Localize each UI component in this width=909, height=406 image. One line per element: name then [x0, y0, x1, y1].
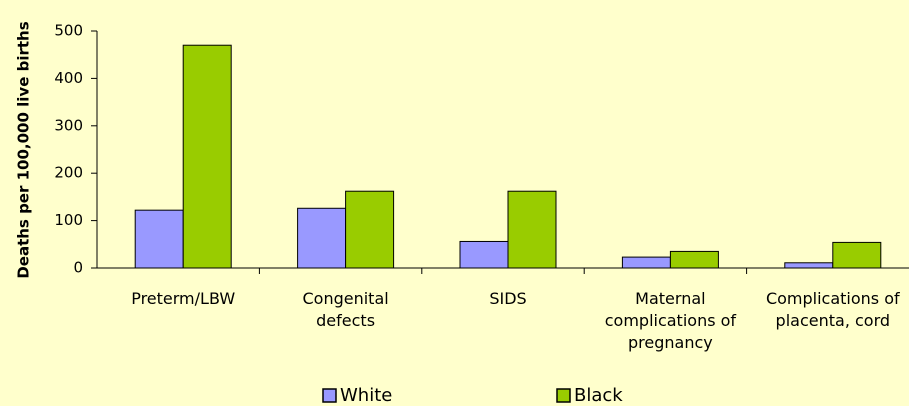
y-tick-label: 0: [73, 259, 83, 277]
bar: [669, 250, 719, 269]
x-tick-label: Complications of placenta, cord: [765, 289, 900, 330]
legend-label: White: [340, 385, 392, 406]
bar: [345, 190, 395, 269]
legend-label: Black: [574, 385, 623, 406]
y-tick-label: 300: [54, 116, 83, 134]
x-tick-label: Preterm/LBW: [131, 289, 236, 308]
bar: [459, 240, 509, 269]
y-tick-label: 200: [54, 164, 83, 182]
y-axis-label: Deaths per 100,000 live births: [15, 21, 33, 278]
bar: [507, 190, 557, 269]
bar: [621, 256, 671, 269]
x-tick-label: SIDS: [489, 289, 527, 308]
bar: [182, 44, 232, 269]
bar: [784, 262, 834, 269]
bar: [832, 241, 882, 269]
x-tick-label: Congenital defects: [302, 289, 389, 330]
y-tick-label: 100: [54, 211, 83, 229]
legend-swatch: [556, 388, 571, 403]
y-tick-label: 500: [54, 22, 83, 40]
y-tick-label: 400: [54, 69, 83, 87]
legend-swatch: [322, 388, 337, 403]
x-tick-label: Maternal complications of pregnancy: [604, 289, 737, 352]
bar: [297, 207, 347, 269]
bar: [134, 209, 184, 269]
